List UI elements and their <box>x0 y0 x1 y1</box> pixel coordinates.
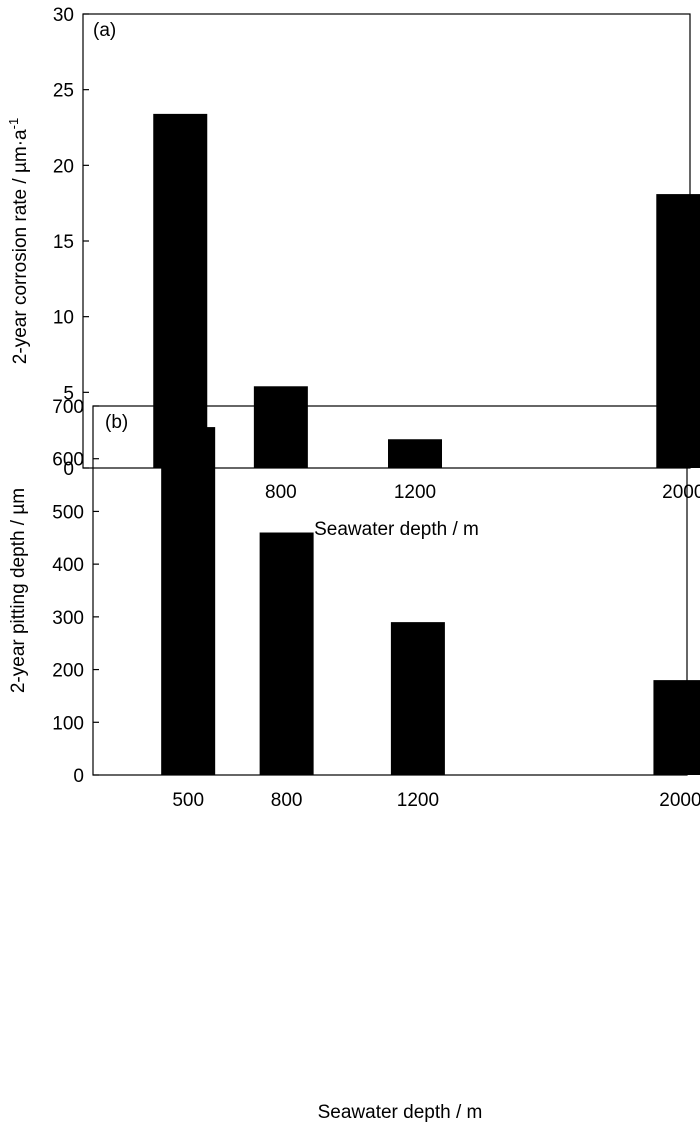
bar-2000 <box>653 680 700 775</box>
y-tick-label: 20 <box>53 156 74 177</box>
y-axis-title-text: 2-year pitting depth / µm <box>8 488 29 693</box>
x-axis-title: Seawater depth / m <box>314 519 479 540</box>
y-axis-title: 2-year pitting depth / µm <box>8 488 29 693</box>
y-tick-label: 30 <box>53 5 74 26</box>
panel-label: (b) <box>105 412 128 433</box>
x-tick-label: 1200 <box>397 790 439 811</box>
bar-1200 <box>390 622 445 775</box>
y-tick-label: 200 <box>52 661 84 682</box>
y-tick-label: 300 <box>52 608 84 629</box>
x-tick-label: 1200 <box>394 482 436 503</box>
panel-label: (a) <box>93 20 116 41</box>
y-tick-label: 25 <box>53 81 74 102</box>
y-tick-label: 0 <box>73 766 84 787</box>
y-tick-label: 400 <box>52 555 84 576</box>
x-tick-label: 800 <box>271 790 303 811</box>
x-tick-label: 500 <box>172 790 204 811</box>
x-tick-label: 2000 <box>662 482 700 503</box>
y-tick-label: 15 <box>53 232 74 253</box>
x-tick-label: 2000 <box>659 790 700 811</box>
plot-frame-b <box>92 405 688 776</box>
y-axis-title-superscript: -1 <box>6 118 21 130</box>
y-tick-label: 700 <box>52 397 84 418</box>
y-tick-label: 10 <box>53 308 74 329</box>
x-tick-label: 800 <box>265 482 297 503</box>
y-tick-label: 100 <box>52 713 84 734</box>
y-tick-label: 5 <box>63 383 74 404</box>
bar-2000 <box>656 194 700 468</box>
bar-500 <box>161 427 216 775</box>
y-axis-title-text: 2-year corrosion rate / µm·a <box>10 129 31 364</box>
bar-800 <box>253 386 308 468</box>
bar-500 <box>153 113 208 468</box>
bar-800 <box>259 532 314 775</box>
x-axis-title: Seawater depth / m <box>318 1102 483 1123</box>
y-tick-label: 0 <box>63 459 74 480</box>
y-tick-label: 500 <box>52 502 84 523</box>
y-tick-label: 600 <box>52 450 84 471</box>
y-axis-title: 2-year corrosion rate / µm·a-1 <box>6 118 31 364</box>
